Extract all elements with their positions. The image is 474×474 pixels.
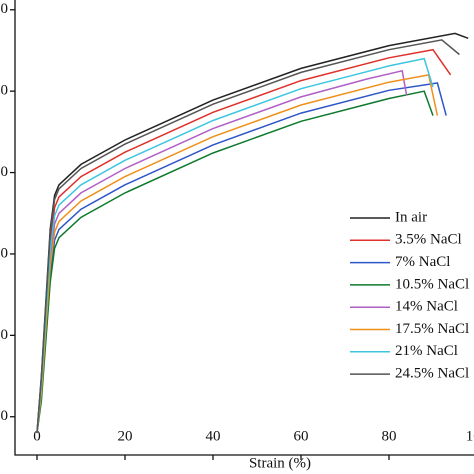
legend-label: 3.5% NaCl xyxy=(395,232,462,248)
y-tick-label: 600 xyxy=(0,1,8,17)
legend-label: 7% NaCl xyxy=(395,254,450,270)
y-tick-label: 500 xyxy=(0,83,8,99)
x-tick-label: 20 xyxy=(118,428,133,444)
line xyxy=(36,39,460,434)
x-axis-label: Strain (%) xyxy=(249,455,311,471)
x-tick-label: 40 xyxy=(206,428,221,444)
line xyxy=(36,57,434,434)
legend-label: In air xyxy=(395,209,427,225)
y-tick-label: 400 xyxy=(0,164,8,180)
line xyxy=(36,69,408,434)
legend-label: 21% NaCl xyxy=(395,343,458,359)
y-tick-label: 300 xyxy=(0,245,8,261)
y-tick-label: 200 xyxy=(0,327,8,343)
line xyxy=(36,90,434,434)
x-tick-label: 100 xyxy=(466,428,474,444)
legend-label: 14% NaCl xyxy=(395,299,458,315)
x-tick-label: 80 xyxy=(382,428,397,444)
line xyxy=(36,82,447,434)
y-tick-label: 100 xyxy=(0,408,8,424)
x-tick-label: 0 xyxy=(33,428,41,444)
line xyxy=(36,48,452,434)
line xyxy=(36,74,439,434)
legend-label: 24.5% NaCl xyxy=(395,366,469,382)
legend-label: 10.5% NaCl xyxy=(395,276,469,292)
legend-label: 17.5% NaCl xyxy=(395,321,469,337)
axes xyxy=(14,0,474,456)
x-tick-label: 60 xyxy=(294,428,309,444)
